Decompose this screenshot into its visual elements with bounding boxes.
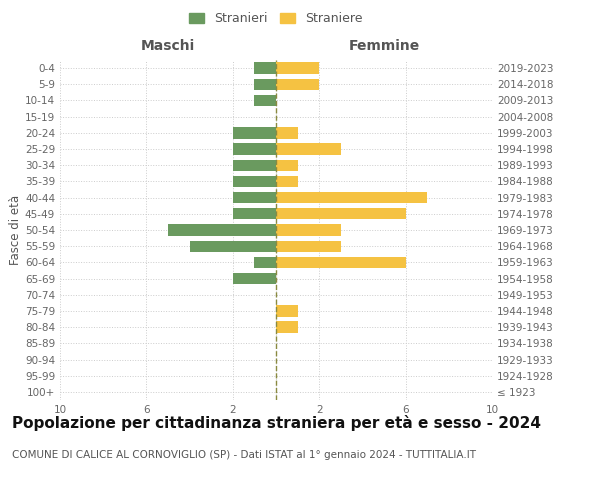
Legend: Stranieri, Straniere: Stranieri, Straniere bbox=[185, 8, 367, 29]
Bar bbox=[254, 62, 276, 74]
Bar bbox=[233, 208, 276, 220]
Bar bbox=[276, 322, 298, 333]
Bar bbox=[254, 78, 276, 90]
Bar bbox=[233, 192, 276, 203]
Bar bbox=[276, 78, 319, 90]
Text: Femmine: Femmine bbox=[349, 38, 419, 52]
Bar bbox=[276, 160, 298, 171]
Bar bbox=[276, 192, 427, 203]
Bar bbox=[254, 95, 276, 106]
Bar bbox=[190, 240, 276, 252]
Bar bbox=[276, 62, 319, 74]
Bar bbox=[276, 176, 298, 187]
Bar bbox=[276, 144, 341, 154]
Bar bbox=[276, 208, 406, 220]
Bar bbox=[233, 144, 276, 154]
Bar bbox=[233, 160, 276, 171]
Bar bbox=[233, 176, 276, 187]
Bar bbox=[276, 127, 298, 138]
Bar bbox=[168, 224, 276, 235]
Bar bbox=[276, 306, 298, 316]
Bar bbox=[276, 240, 341, 252]
Text: COMUNE DI CALICE AL CORNOVIGLIO (SP) - Dati ISTAT al 1° gennaio 2024 - TUTTITALI: COMUNE DI CALICE AL CORNOVIGLIO (SP) - D… bbox=[12, 450, 476, 460]
Bar bbox=[233, 127, 276, 138]
Text: Maschi: Maschi bbox=[141, 38, 195, 52]
Text: Popolazione per cittadinanza straniera per età e sesso - 2024: Popolazione per cittadinanza straniera p… bbox=[12, 415, 541, 431]
Bar bbox=[276, 224, 341, 235]
Bar bbox=[233, 273, 276, 284]
Bar bbox=[254, 256, 276, 268]
Y-axis label: Fasce di età: Fasce di età bbox=[9, 195, 22, 265]
Bar bbox=[276, 256, 406, 268]
